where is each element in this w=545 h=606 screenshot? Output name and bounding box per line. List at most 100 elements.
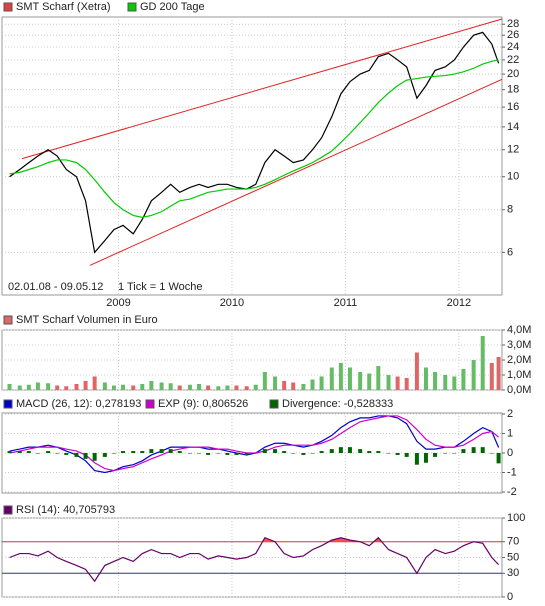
- bar: [452, 376, 457, 390]
- bar: [433, 453, 438, 457]
- x-tick-label: 2010: [220, 297, 244, 309]
- bar: [310, 379, 315, 390]
- bar: [92, 453, 97, 461]
- bar: [262, 449, 267, 453]
- y-tick-label: 28: [507, 18, 519, 30]
- bar: [159, 449, 164, 453]
- overbought-fill: [9, 537, 499, 542]
- bar: [404, 378, 409, 390]
- trend-line: [21, 18, 503, 160]
- bar: [367, 373, 372, 390]
- bar: [329, 367, 334, 390]
- bar: [301, 384, 306, 390]
- bar: [358, 372, 363, 390]
- bar: [404, 453, 409, 457]
- bar: [159, 382, 164, 390]
- y-tick-label: 26: [507, 29, 519, 41]
- bar: [423, 453, 428, 463]
- bar: [131, 385, 136, 390]
- bar: [234, 453, 239, 455]
- bar: [121, 451, 126, 453]
- bar: [55, 385, 60, 390]
- legend-label: EXP (9): 0,806526: [158, 398, 248, 410]
- bar: [206, 453, 211, 455]
- bar: [225, 385, 230, 390]
- bar: [7, 384, 12, 390]
- bar: [496, 357, 501, 390]
- bar: [489, 363, 494, 390]
- y-tick-label: 10: [507, 171, 519, 183]
- bar: [64, 386, 69, 390]
- bar: [111, 453, 116, 454]
- bar: [461, 449, 466, 453]
- bar: [262, 372, 267, 390]
- y-tick-label: 18: [507, 84, 519, 96]
- bar: [273, 376, 278, 390]
- y-tick-label: 2: [507, 408, 513, 420]
- bar: [234, 385, 239, 390]
- y-tick-label: 70: [507, 536, 519, 548]
- bar: [206, 385, 211, 390]
- bar: [471, 360, 476, 390]
- bar: [253, 453, 258, 454]
- y-tick-label: 20: [507, 68, 519, 80]
- legend-label: GD 200 Tage: [140, 1, 205, 13]
- bar: [414, 352, 419, 390]
- bar: [338, 447, 343, 453]
- bar: [471, 447, 476, 453]
- bar: [102, 382, 107, 390]
- bar: [386, 375, 391, 390]
- x-tick-label: 2011: [334, 297, 358, 309]
- bar: [376, 451, 381, 453]
- legend-swatch: [3, 2, 13, 12]
- bar: [83, 453, 88, 459]
- bar: [177, 451, 182, 453]
- legend-swatch: [127, 2, 137, 12]
- series-line: [9, 31, 500, 254]
- tick-note: 1 Tick = 1 Woche: [118, 281, 202, 293]
- bar: [7, 451, 12, 453]
- bar: [496, 453, 501, 464]
- legend-swatch: [145, 399, 155, 409]
- date-range: 02.01.08 - 09.05.12: [8, 281, 103, 293]
- bar: [347, 447, 352, 453]
- bar: [395, 453, 400, 455]
- bar: [111, 385, 116, 390]
- bar: [35, 382, 40, 390]
- bar: [26, 384, 31, 390]
- bar: [386, 453, 391, 454]
- bar: [301, 453, 306, 455]
- bar: [282, 381, 287, 390]
- bar: [140, 451, 145, 453]
- bar: [149, 381, 154, 390]
- bar: [461, 369, 466, 390]
- y-tick-label: 1: [507, 427, 513, 439]
- y-tick-label: 100: [507, 512, 525, 524]
- y-tick-label: 12: [507, 144, 519, 156]
- bar: [35, 453, 40, 454]
- bar: [55, 453, 60, 454]
- panel-frame: [1, 16, 503, 296]
- bar: [329, 449, 334, 453]
- y-tick-label: 0,0M: [507, 384, 531, 396]
- bar: [102, 453, 107, 457]
- bar: [187, 384, 192, 390]
- legend-swatch: [3, 315, 13, 325]
- bar: [443, 453, 448, 454]
- bar: [64, 453, 69, 455]
- bar: [433, 372, 438, 390]
- bar: [319, 376, 324, 390]
- bar: [310, 453, 315, 454]
- legend-swatch: [3, 399, 13, 409]
- bar: [17, 385, 22, 390]
- x-tick-label: 2009: [106, 297, 130, 309]
- y-tick-label: 24: [507, 41, 519, 53]
- bar: [121, 384, 126, 390]
- bar: [423, 367, 428, 390]
- y-tick-label: -1: [507, 466, 517, 478]
- y-tick-label: 0: [507, 591, 513, 603]
- bar: [291, 382, 296, 390]
- y-tick-label: -2: [507, 486, 517, 498]
- y-tick-label: 1,0M: [507, 369, 531, 381]
- series-line: [9, 536, 500, 583]
